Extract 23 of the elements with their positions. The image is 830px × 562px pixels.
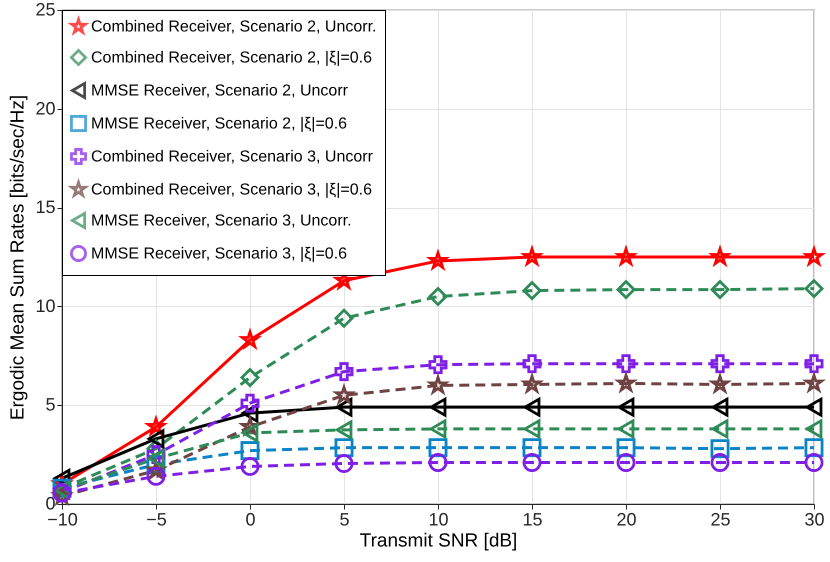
legend-label: Combined Receiver, Scenario 2, Uncorr. [91, 18, 376, 36]
y-tick-label: 5 [45, 394, 56, 415]
x-tick-label: 5 [339, 510, 350, 530]
legend-label: Combined Receiver, Scenario 3, Uncorr [91, 148, 374, 166]
y-tick-label: 25 [35, 0, 56, 20]
legend-label: MMSE Receiver, Scenario 2, Uncorr [91, 82, 349, 100]
x-tick-label: 15 [522, 510, 543, 530]
legend-label: Combined Receiver, Scenario 3, |ξ|=0.6 [91, 182, 372, 198]
x-tick-label: 30 [804, 510, 825, 530]
y-tick-label: 10 [35, 296, 56, 316]
legend-label: MMSE Receiver, Scenario 3, Uncorr. [91, 212, 352, 230]
x-tick-label: −5 [146, 510, 167, 530]
x-tick-label: 10 [428, 510, 449, 530]
x-tick-label: 25 [710, 510, 731, 530]
legend-label: Combined Receiver, Scenario 2, |ξ|=0.6 [91, 50, 372, 66]
legend-label: MMSE Receiver, Scenario 2, |ξ|=0.6 [91, 116, 348, 132]
y-axis-title: Ergodic Mean Sum Rates [bits/sec/Hz] [7, 94, 28, 420]
y-tick-label: 15 [35, 197, 56, 218]
x-axis-title: Transmit SNR [dB] [360, 530, 518, 552]
y-tick-label: 20 [35, 98, 56, 118]
legend-label: MMSE Receiver, Scenario 3, |ξ|=0.6 [91, 246, 348, 262]
x-tick-label: 20 [616, 510, 637, 530]
x-tick-label: 0 [245, 510, 256, 530]
